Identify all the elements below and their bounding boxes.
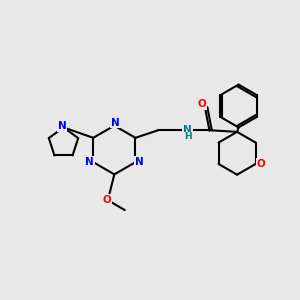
Text: N: N — [135, 157, 143, 167]
Text: N: N — [183, 125, 192, 135]
Text: N: N — [85, 157, 94, 167]
Text: O: O — [256, 159, 265, 169]
Text: O: O — [198, 99, 206, 109]
Text: N: N — [111, 118, 119, 128]
Text: H: H — [184, 132, 191, 141]
Text: O: O — [103, 195, 111, 205]
Text: N: N — [58, 121, 66, 131]
